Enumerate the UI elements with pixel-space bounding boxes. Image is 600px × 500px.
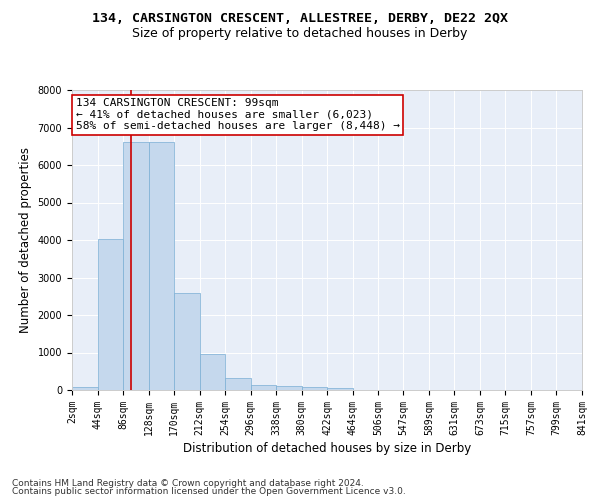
Text: 134, CARSINGTON CRESCENT, ALLESTREE, DERBY, DE22 2QX: 134, CARSINGTON CRESCENT, ALLESTREE, DER…	[92, 12, 508, 26]
X-axis label: Distribution of detached houses by size in Derby: Distribution of detached houses by size …	[183, 442, 471, 455]
Bar	[302, 388, 328, 390]
Bar	[328, 388, 353, 390]
Y-axis label: Number of detached properties: Number of detached properties	[19, 147, 32, 333]
Bar	[276, 386, 302, 390]
Bar	[149, 142, 174, 390]
Bar	[174, 292, 200, 390]
Text: Contains public sector information licensed under the Open Government Licence v3: Contains public sector information licen…	[12, 487, 406, 496]
Bar	[72, 387, 98, 390]
Text: 134 CARSINGTON CRESCENT: 99sqm
← 41% of detached houses are smaller (6,023)
58% : 134 CARSINGTON CRESCENT: 99sqm ← 41% of …	[76, 98, 400, 132]
Text: Size of property relative to detached houses in Derby: Size of property relative to detached ho…	[133, 28, 467, 40]
Bar	[225, 378, 251, 390]
Bar	[123, 142, 149, 390]
Text: Contains HM Land Registry data © Crown copyright and database right 2024.: Contains HM Land Registry data © Crown c…	[12, 478, 364, 488]
Bar	[200, 354, 225, 390]
Bar	[251, 385, 276, 390]
Bar	[98, 240, 123, 390]
